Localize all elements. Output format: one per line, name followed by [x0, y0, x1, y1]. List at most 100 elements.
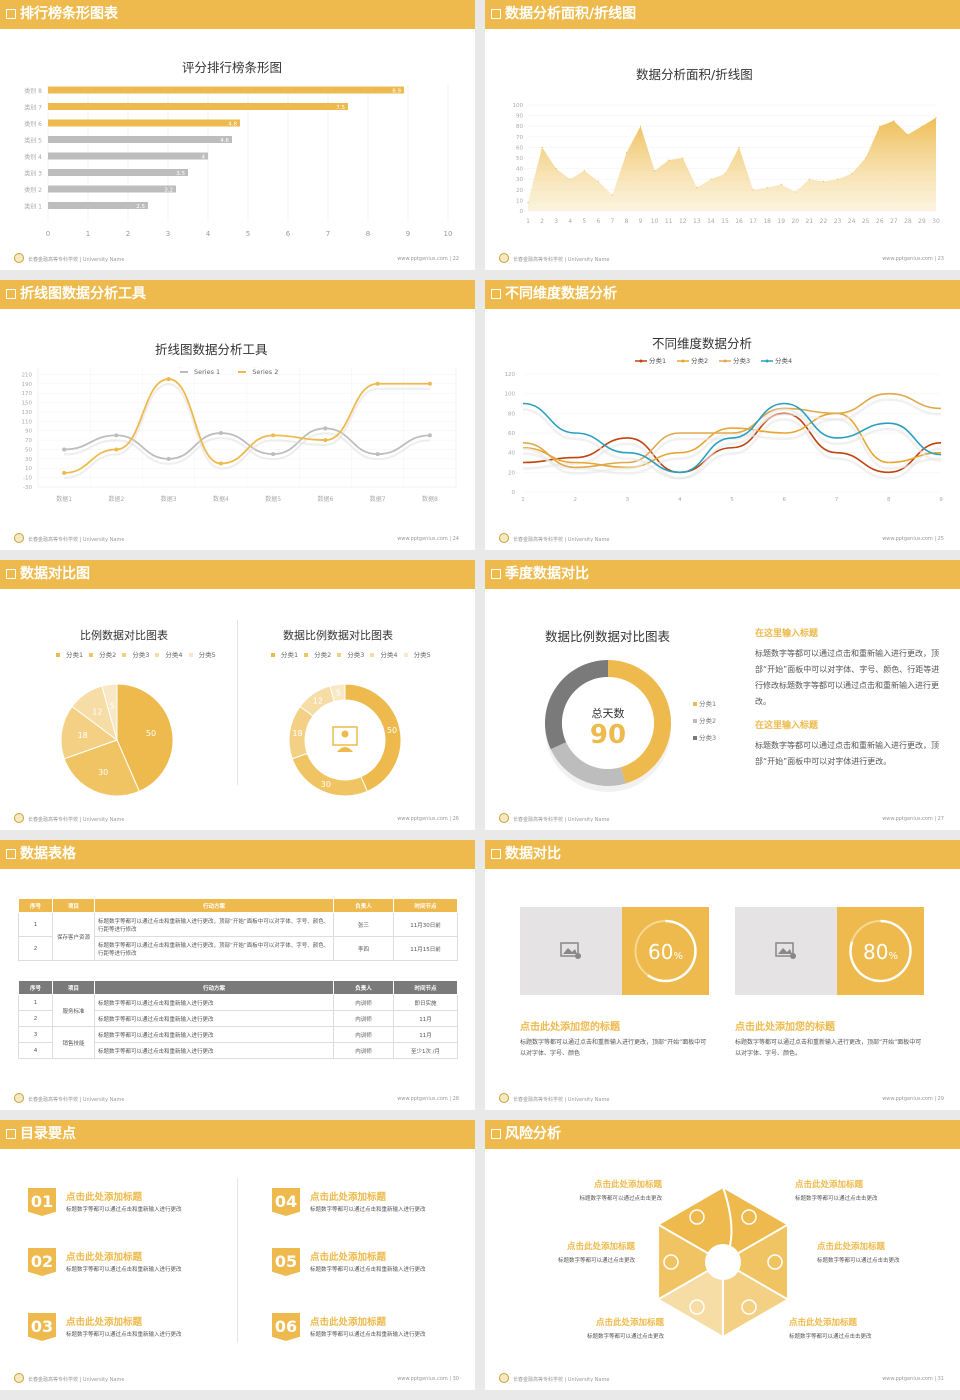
pie-slice	[344, 683, 402, 793]
risk-desc: 标题数字等都可以通过点击击更改	[789, 1334, 872, 1340]
risk-item[interactable]: 点击此处添加标题 标题数字等都可以通过点击击更改	[795, 1178, 905, 1202]
school-logo-icon	[14, 813, 24, 823]
series-line	[64, 378, 430, 474]
risk-item[interactable]: 点击此处添加标题 标题数字等都可以通过点击更改	[525, 1240, 635, 1264]
th-item: 项目	[52, 898, 95, 913]
th-action: 行动方案	[94, 898, 334, 913]
legend-marker	[639, 359, 643, 363]
checkbox-icon	[491, 289, 501, 299]
presentation-user-icon	[332, 726, 358, 746]
table-cell: 1	[18, 994, 53, 1011]
pie-icon	[689, 1299, 705, 1315]
y-tick-label: 50	[516, 156, 523, 162]
series-shadow	[522, 418, 942, 475]
toc-desc: 标题数字等都可以通过点击和重新输入进行更改	[66, 1207, 182, 1213]
legend-item: 分类1	[693, 696, 716, 713]
legend-item: 分类1	[56, 651, 83, 659]
slide-title: 数据对比图	[20, 566, 90, 582]
x-tick-label: 9	[939, 497, 943, 503]
risk-item[interactable]: 点击此处添加标题 标题数字等都可以通过点击击更改	[817, 1240, 927, 1264]
data-label: 50	[387, 726, 397, 735]
center-value: 90	[590, 720, 626, 750]
x-tick-label: 4	[568, 218, 572, 225]
data-point	[836, 178, 839, 180]
risk-desc: 标题数字等都可以通过点击击更改	[579, 1196, 662, 1202]
slide-header: 数据分析面积/折线图	[485, 0, 960, 29]
checkbox-icon	[6, 289, 16, 299]
school-logo-icon	[14, 533, 24, 543]
tick-label: 6	[286, 230, 291, 238]
toc-number-badge: 02	[28, 1248, 56, 1276]
toc-item[interactable]: 04 点击此处添加标题 标题数字等都可以通过点击和重新输入进行更改	[272, 1188, 472, 1222]
x-tick-label: 12	[679, 218, 687, 225]
y-tick-label: 120	[505, 372, 516, 378]
risk-item[interactable]: 点击此处添加标题 标题数字等都可以通过点击击更改	[789, 1316, 899, 1340]
toc-item[interactable]: 05 点击此处添加标题 标题数字等都可以通过点击和重新输入进行更改	[272, 1248, 472, 1282]
footer-url: www.pptgenius.com | 29	[882, 1096, 944, 1102]
data-point	[323, 438, 328, 443]
th-owner: 负责人	[333, 898, 394, 913]
data-label: 4.8	[228, 122, 237, 128]
slide-area-chart: 数据分析面积/折线图 数据分析面积/折线图 0 10 20 30 40 50 60 70 80 9…	[485, 0, 960, 270]
risk-hexagon-diagram	[656, 1185, 790, 1339]
data-point	[738, 146, 740, 148]
footer-url: www.pptgenius.com | 22	[397, 256, 459, 262]
x-tick-label: 9	[639, 218, 643, 225]
slide-title: 季度数据对比	[505, 566, 589, 582]
table-cell: 标题数字等都可以通过点击和重新输入进行更改，顶部“开始”面板中可以对字体、字号、…	[94, 936, 334, 961]
tick-label: 2	[126, 230, 130, 238]
toc-desc: 标题数字等都可以通过点击和重新输入进行更改	[310, 1332, 426, 1338]
bar	[48, 202, 148, 209]
slide-title: 折线图数据分析工具	[20, 286, 146, 302]
x-tick-label: 7	[835, 497, 839, 503]
th-owner: 负责人	[333, 980, 394, 995]
school-logo-icon	[14, 1373, 24, 1383]
table-cell: 标题数字等都可以通过点击和重新输入进行更改	[94, 1010, 334, 1027]
progress-value: 60%	[648, 940, 683, 964]
toc-item[interactable]: 02 点击此处添加标题 标题数字等都可以通过点击和重新输入进行更改	[28, 1248, 228, 1282]
ring-segment	[550, 742, 626, 786]
y-tick-label: 20	[508, 470, 515, 476]
toc-item[interactable]: 06 点击此处添加标题 标题数字等都可以通过点击和重新输入进行更改	[272, 1313, 472, 1347]
th-deadline: 时间节点	[393, 980, 458, 995]
pie-slice	[291, 752, 368, 797]
data-table-1: 序号 项目 行动方案 负责人 时间节点 1 保存客户资源 标题数字等都可以通过点击和重新输入…	[18, 898, 458, 961]
school-logo-icon	[499, 533, 509, 543]
x-tick-label: 2	[540, 218, 544, 225]
legend-label: 分类3	[733, 356, 750, 365]
tick-label: 3	[166, 230, 170, 238]
chart-title: 数据分析面积/折线图	[636, 67, 753, 82]
ring-segment	[545, 660, 608, 750]
legend-item: 分类2	[693, 713, 716, 730]
risk-item[interactable]: 点击此处添加标题 标题数字等都可以通过点击更改	[554, 1316, 664, 1340]
progress-ring	[634, 919, 697, 983]
data-point	[696, 187, 698, 189]
risk-item[interactable]: 点击此处添加标题 标题数字等都可以通过点击击更改	[552, 1178, 662, 1202]
card-title: 点击此处添加您的标题	[735, 1022, 835, 1033]
data-label: 2.5	[136, 204, 145, 210]
x-tick-label: 2	[574, 497, 578, 503]
slide-header: 风险分析	[485, 1120, 960, 1149]
y-tick-label: 100	[505, 392, 516, 398]
slide-line-tool: 折线图数据分析工具 折线图数据分析工具 230 210 190 170 150 130 11…	[0, 280, 475, 550]
x-tick-label: 数据5	[265, 495, 281, 503]
x-tick-label: 30	[932, 218, 940, 225]
data-point	[907, 134, 909, 136]
risk-desc: 标题数字等都可以通过点击更改	[586, 1334, 664, 1340]
toc-item[interactable]: 03 点击此处添加标题 标题数字等都可以通过点击和重新输入进行更改	[28, 1313, 228, 1347]
table-cell: 至少1次 /月	[393, 1042, 458, 1059]
toc-title: 点击此处添加标题	[310, 1317, 387, 1328]
slide-header: 折线图数据分析工具	[0, 280, 475, 309]
series-line	[522, 392, 942, 469]
bar	[48, 169, 188, 176]
toc-item[interactable]: 01 点击此处添加标题 标题数字等都可以通过点击和重新输入进行更改	[28, 1188, 228, 1222]
x-tick-label: 26	[876, 218, 884, 225]
y-tick-label: 60	[508, 431, 515, 437]
tick-label: 8	[366, 230, 370, 238]
data-table-2: 序号 项目 行动方案 负责人 时间节点 1 服务标准 标题数字等都可以通过点击和重新输入进行…	[18, 980, 458, 1059]
school-logo-icon	[499, 1093, 509, 1103]
data-point	[639, 125, 642, 127]
slide-title: 风险分析	[505, 1126, 561, 1142]
data-point	[668, 159, 670, 161]
table-cell: 11月	[393, 1026, 458, 1043]
